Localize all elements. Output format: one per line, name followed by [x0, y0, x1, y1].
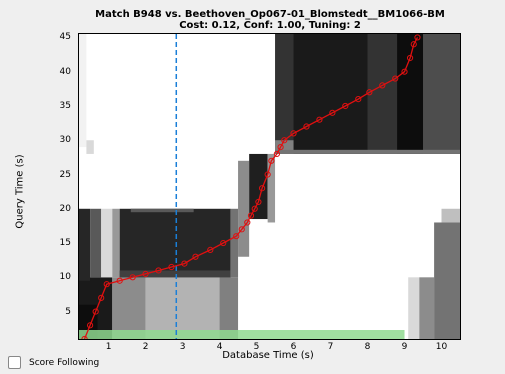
alignment-path-point	[410, 41, 417, 48]
alignment-path-point	[129, 274, 136, 281]
heatmap-block	[79, 34, 87, 148]
alignment-path-point	[192, 253, 199, 260]
y-tick-label: 15	[59, 238, 71, 249]
alignment-path-point	[264, 171, 271, 178]
heatmap-block	[130, 208, 194, 213]
alignment-path-point	[233, 233, 240, 240]
alignment-path-point	[251, 205, 258, 212]
heatmap-block	[101, 208, 113, 278]
heatmap-block	[86, 140, 94, 154]
plot-canvas	[79, 34, 460, 339]
alignment-path-point	[155, 267, 162, 274]
alignment-path-point	[401, 68, 408, 75]
alignment-path-point	[406, 54, 414, 62]
score-following-checkbox[interactable]	[8, 356, 21, 369]
chart-title: Match B948 vs. Beethoven_Op067-01_Blomst…	[95, 9, 445, 20]
x-tick-label: 1	[105, 342, 112, 352]
y-tick-label: 30	[59, 135, 71, 146]
alignment-path-point	[238, 226, 245, 233]
y-tick-label: 40	[59, 66, 71, 77]
y-axis-label: Query Time (s)	[14, 154, 26, 229]
alignment-path-point	[255, 198, 262, 206]
score-following-label: Score Following	[29, 357, 100, 368]
heatmap-block	[112, 277, 146, 339]
x-tick-label: 7	[327, 342, 334, 352]
heatmap-block	[119, 270, 231, 278]
heatmap-block	[397, 34, 424, 154]
alignment-path-point	[142, 270, 149, 277]
heatmap-block	[79, 208, 91, 281]
heatmap-block	[408, 277, 420, 339]
heatmap-block	[441, 208, 460, 223]
y-tick-label: 35	[59, 100, 71, 111]
alignment-path-point	[247, 212, 255, 219]
y-tick-label: 25	[59, 169, 71, 180]
heatmap-block	[419, 277, 435, 339]
alignment-path-point	[414, 34, 421, 41]
alignment-path-point	[168, 263, 175, 271]
heatmap-block	[119, 208, 231, 278]
y-tick-label: 20	[59, 203, 71, 214]
alignment-plot[interactable]	[78, 33, 461, 340]
heatmap-block	[238, 160, 250, 257]
heatmap-block	[293, 34, 368, 154]
alignment-path-point	[303, 123, 310, 130]
y-tick-label: 10	[59, 272, 71, 283]
heatmap-block	[230, 208, 239, 278]
alignment-path-point	[244, 219, 251, 226]
heatmap-block	[112, 208, 120, 278]
alignment-path-point	[290, 130, 297, 137]
alignment-path-point	[392, 75, 399, 82]
alignment-path-point	[220, 239, 227, 247]
alignment-path-point	[355, 96, 362, 103]
heatmap-block	[275, 149, 460, 154]
x-tick-label: 2	[142, 342, 149, 352]
alignment-path-point	[366, 89, 373, 96]
alignment-path-line	[83, 37, 419, 339]
alignment-path-point	[277, 143, 284, 151]
alignment-path-point	[329, 109, 336, 116]
alignment-path-point	[103, 281, 110, 288]
x-tick-label: 6	[290, 342, 297, 352]
y-tick-label: 5	[65, 306, 71, 317]
x-tick-label: 9	[401, 342, 408, 352]
heatmap-block	[423, 34, 460, 154]
heatmap-block	[219, 277, 239, 339]
heatmap-block	[145, 277, 220, 339]
score-following-toggle[interactable]: Score Following	[8, 356, 99, 369]
x-tick-label: 8	[364, 342, 371, 352]
alignment-path-point	[86, 322, 94, 329]
heatmap-block	[434, 222, 460, 339]
chart-subtitle: Cost: 0.12, Conf: 1.00, Tuning: 2	[179, 20, 361, 31]
alignment-path-point	[316, 116, 323, 123]
x-tick-label: 10	[435, 342, 448, 352]
x-tick-label: 5	[253, 342, 260, 352]
alignment-path-point	[342, 102, 349, 110]
alignment-path-point	[98, 294, 105, 301]
alignment-path-point	[379, 82, 386, 89]
y-tick-label: 45	[59, 32, 71, 43]
heatmap-block	[249, 153, 268, 220]
alignment-path-point	[92, 308, 99, 315]
heatmap-block	[90, 208, 102, 278]
heatmap-block	[267, 153, 276, 223]
playback-progress-bar	[79, 330, 405, 339]
alignment-path-point	[207, 246, 214, 253]
x-tick-label: 3	[179, 342, 186, 352]
alignment-path-point	[116, 277, 123, 284]
alignment-path-point	[281, 137, 288, 144]
alignment-path-point	[268, 157, 275, 164]
x-axis-label: Database Time (s)	[222, 350, 314, 361]
x-tick-label: 4	[216, 342, 223, 352]
alignment-path-point	[273, 150, 280, 158]
alignment-path-point	[181, 260, 188, 267]
alignment-path-point	[259, 185, 266, 192]
